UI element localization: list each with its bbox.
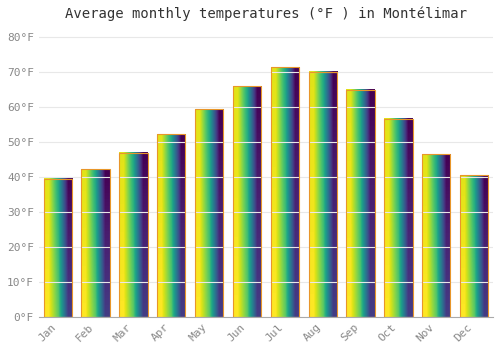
Bar [195,109,224,317]
Bar [270,67,299,317]
Bar [82,169,110,317]
Bar [308,71,337,317]
Title: Average monthly temperatures (°F ) in Montélimar: Average monthly temperatures (°F ) in Mo… [65,7,467,21]
Bar [422,154,450,317]
Bar [157,134,186,317]
Bar [44,179,72,317]
Bar [384,119,412,317]
Bar [233,86,261,317]
Bar [346,90,375,317]
Bar [460,175,488,317]
Bar [119,153,148,317]
